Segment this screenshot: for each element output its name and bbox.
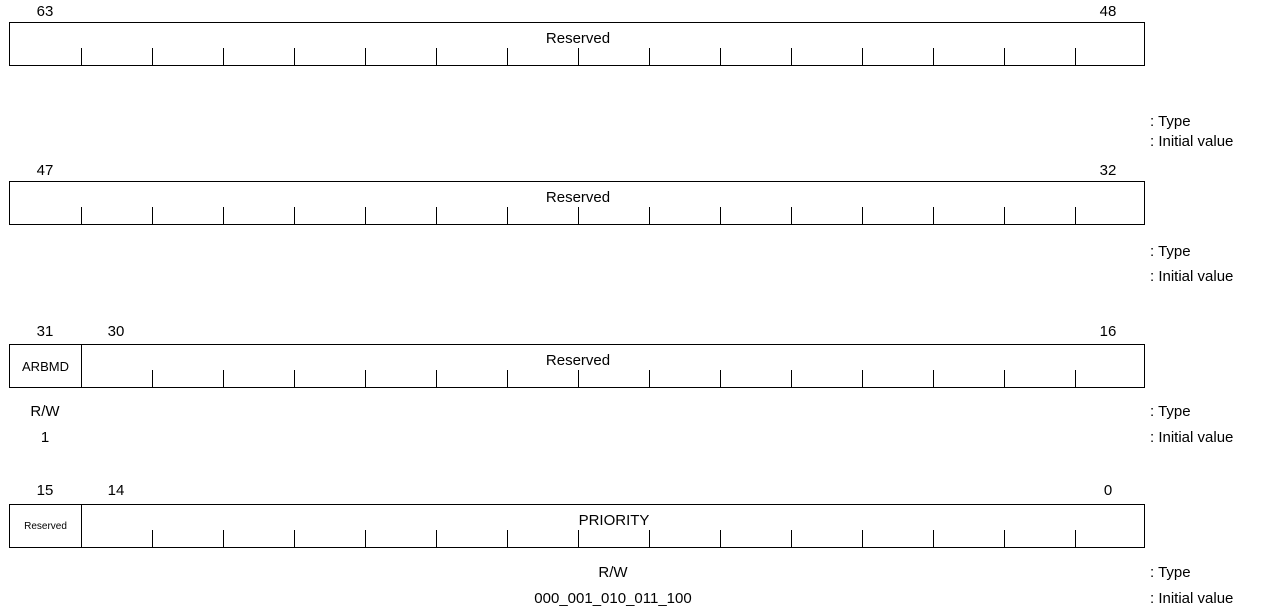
bit-tick <box>294 370 295 387</box>
field-arbmd: ARBMD <box>10 345 81 387</box>
bit-tick <box>720 370 721 387</box>
initial-value-legend: : Initial value <box>1150 133 1234 150</box>
arbmd-initial-value: 1 <box>40 429 50 446</box>
bit-tick <box>1004 207 1005 224</box>
bit-tick <box>223 207 224 224</box>
bit-tick <box>223 530 224 547</box>
bit-tick <box>1075 207 1076 224</box>
bit-tick <box>436 370 437 387</box>
bit-number-15: 15 <box>36 482 54 499</box>
bit-number-16: 16 <box>1099 323 1117 340</box>
initial-value-legend: : Initial value <box>1150 590 1234 607</box>
register-box-15-0: Reserved PRIORITY <box>9 504 1145 548</box>
bit-tick <box>578 530 579 547</box>
type-legend: : Type <box>1150 564 1191 581</box>
bit-tick <box>152 530 153 547</box>
field-divider <box>81 345 82 387</box>
bit-tick <box>720 48 721 65</box>
bit-tick <box>436 207 437 224</box>
bit-tick <box>507 207 508 224</box>
priority-initial-value: 000_001_010_011_100 <box>534 590 692 607</box>
bit-tick <box>862 207 863 224</box>
bit-tick <box>933 530 934 547</box>
bit-tick <box>933 370 934 387</box>
bit-tick <box>578 48 579 65</box>
field-arbmd-label: ARBMD <box>22 358 69 374</box>
bit-tick <box>81 207 82 224</box>
type-legend: : Type <box>1150 113 1191 130</box>
bit-tick <box>507 370 508 387</box>
bit-number-0: 0 <box>1103 482 1113 499</box>
bit-tick <box>365 48 366 65</box>
bit-tick <box>578 370 579 387</box>
bit-tick <box>294 530 295 547</box>
register-box-63-48: Reserved <box>9 22 1145 66</box>
bit-tick <box>862 530 863 547</box>
bit-number-31: 31 <box>36 323 54 340</box>
bit-number-47: 47 <box>36 162 54 179</box>
bit-number-63: 63 <box>36 3 54 20</box>
bit-tick <box>152 370 153 387</box>
initial-value-legend: : Initial value <box>1150 429 1234 446</box>
bit-tick <box>649 530 650 547</box>
bit-tick <box>720 207 721 224</box>
bit-tick <box>436 530 437 547</box>
bit-tick <box>933 48 934 65</box>
bit-tick <box>365 370 366 387</box>
type-legend: : Type <box>1150 403 1191 420</box>
bit-tick <box>791 530 792 547</box>
bit-tick <box>223 370 224 387</box>
bit-tick <box>649 207 650 224</box>
bit-tick <box>862 48 863 65</box>
arbmd-type: R/W <box>30 403 60 420</box>
bit-tick <box>294 207 295 224</box>
bit-tick <box>578 207 579 224</box>
bit-tick <box>365 530 366 547</box>
bit-number-30: 30 <box>107 323 125 340</box>
field-reserved: Reserved <box>545 30 611 47</box>
bit-tick <box>720 530 721 547</box>
bit-tick <box>1075 48 1076 65</box>
bit-tick <box>1004 370 1005 387</box>
bit-tick <box>933 207 934 224</box>
bit-tick <box>649 370 650 387</box>
register-box-31-16: ARBMD Reserved <box>9 344 1145 388</box>
bit-tick <box>507 48 508 65</box>
bit-number-32: 32 <box>1099 162 1117 179</box>
type-legend: : Type <box>1150 243 1191 260</box>
field-reserved: Reserved <box>545 352 611 369</box>
bit-tick <box>152 48 153 65</box>
bit-tick <box>365 207 366 224</box>
bit-tick <box>1004 48 1005 65</box>
bit-tick <box>223 48 224 65</box>
field-reserved: Reserved <box>545 189 611 206</box>
bit-tick <box>791 48 792 65</box>
bit-tick <box>862 370 863 387</box>
register-box-47-32: Reserved <box>9 181 1145 225</box>
bit-number-48: 48 <box>1099 3 1117 20</box>
initial-value-legend: : Initial value <box>1150 268 1234 285</box>
bit-tick <box>507 530 508 547</box>
bit-tick <box>1004 530 1005 547</box>
bit-tick <box>649 48 650 65</box>
field-reserved-15: Reserved <box>10 505 81 547</box>
bit-tick <box>1075 370 1076 387</box>
bit-number-14: 14 <box>107 482 125 499</box>
bit-tick <box>294 48 295 65</box>
field-reserved-15-label: Reserved <box>24 520 67 532</box>
bit-tick <box>436 48 437 65</box>
field-divider <box>81 505 82 547</box>
bit-tick <box>791 207 792 224</box>
priority-type: R/W <box>598 564 628 581</box>
bit-tick <box>81 48 82 65</box>
bit-tick <box>791 370 792 387</box>
bit-tick <box>152 207 153 224</box>
field-priority: PRIORITY <box>578 512 650 529</box>
bit-tick <box>1075 530 1076 547</box>
